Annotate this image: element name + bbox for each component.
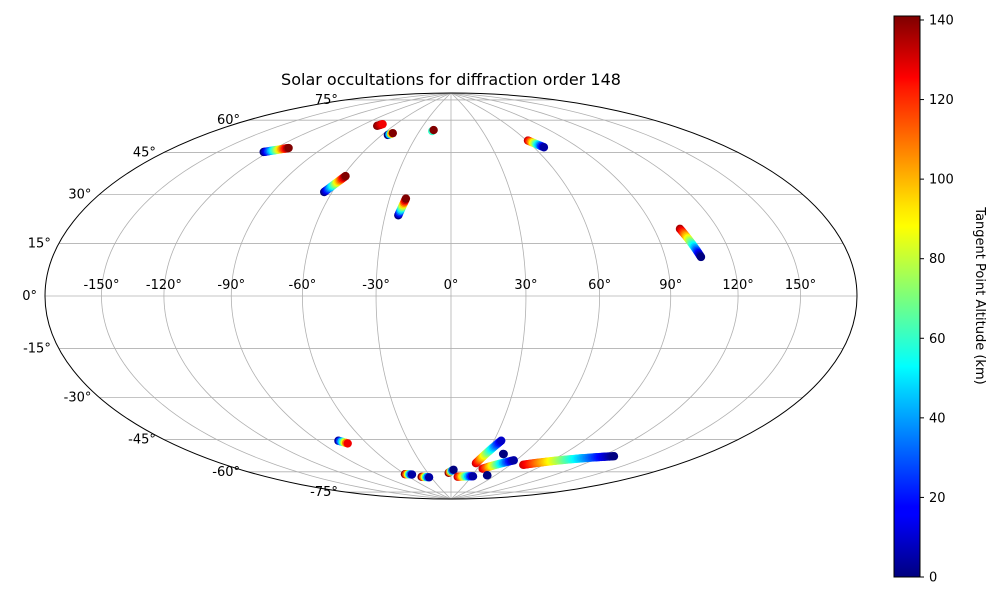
occultation-track: [259, 143, 293, 157]
colorbar-tick-label: 40: [929, 411, 946, 426]
latitude-tick-label: 30°: [68, 188, 91, 203]
latitude-tick-label: -75°: [310, 485, 338, 500]
occultation-point: [388, 128, 397, 138]
occultation-track: [523, 136, 549, 152]
colorbar-tick-label: 140: [929, 13, 954, 28]
colorbar-tick-label: 0: [929, 571, 937, 586]
occultation-track: [394, 194, 411, 220]
occultation-point: [498, 449, 508, 459]
longitude-tick-label: -150°: [83, 278, 119, 293]
longitude-tick-label: 30°: [514, 278, 537, 293]
longitude-tick-label: -120°: [146, 278, 182, 293]
occultation-track: [428, 125, 438, 136]
occultation-track: [400, 469, 417, 479]
colorbar-gradient: [893, 15, 921, 578]
occultation-track: [444, 465, 458, 477]
occultation-point: [497, 436, 506, 445]
meridian-line: [301, 93, 452, 499]
colorbar-tick-label: 80: [929, 252, 946, 267]
occultation-track: [417, 472, 434, 482]
meridian-line: [450, 93, 672, 499]
occultation-point: [539, 143, 549, 152]
occultation-point: [407, 470, 417, 479]
longitude-tick-label: -30°: [362, 278, 390, 293]
occultation-track: [383, 128, 397, 140]
occultation-point: [424, 473, 434, 482]
occultation-track: [320, 171, 350, 197]
map-area: -150° -120° -90° -60° -30° 0° 30° 60° 90° 120° 150…: [22, 92, 858, 500]
latitude-tick-label: 60°: [217, 113, 240, 128]
meridian-line: [450, 93, 527, 499]
longitude-tick-label: -60°: [289, 278, 317, 293]
colorbar-tick-label: 100: [929, 173, 954, 188]
meridian-line: [101, 93, 452, 499]
data-points: [259, 119, 706, 482]
occultation-track: [453, 472, 478, 481]
occultation-track: [675, 224, 706, 262]
colorbar: 0 20 40 60 80 100 120 140 Tangent Point Altitud…: [893, 13, 987, 586]
latitude-tick-label: 15°: [28, 236, 51, 251]
occultation-point: [609, 452, 619, 461]
occultation-track: [334, 436, 352, 448]
latitude-tick-label: -45°: [128, 433, 156, 448]
occultation-point: [284, 143, 293, 153]
latitude-tick-label: 45°: [133, 145, 156, 160]
longitude-tick-label: -90°: [217, 278, 245, 293]
longitude-tick-label: 60°: [588, 278, 611, 293]
colorbar-tick-label: 60: [929, 332, 946, 347]
occultation-track: [519, 452, 619, 470]
latitude-tick-label: 75°: [315, 93, 338, 108]
meridian-line: [163, 93, 452, 499]
latitude-tick-label: 0°: [22, 289, 37, 304]
occultation-point: [482, 471, 492, 480]
occultation-point: [401, 194, 411, 203]
longitude-tick-label: 120°: [722, 278, 753, 293]
occultation-point: [449, 465, 458, 474]
meridian-line: [230, 93, 452, 499]
meridian-line: [450, 93, 601, 499]
occultation-point: [341, 171, 350, 181]
map-boundary: [44, 92, 858, 500]
colorbar-ticks: 0 20 40 60 80 100 120 140: [920, 13, 954, 586]
chart-title: Solar occultations for diffraction order…: [281, 70, 621, 89]
colorbar-tick-label: 120: [929, 93, 954, 108]
longitude-tick-label: 90°: [659, 278, 682, 293]
occultation-track: [471, 436, 506, 468]
occultation-point: [378, 119, 387, 129]
occultation-point: [429, 125, 438, 135]
occultation-track: [373, 119, 387, 130]
latitude-tick-label: -30°: [64, 391, 92, 406]
occultation-point: [468, 472, 478, 481]
latitude-tick-label: -15°: [23, 342, 51, 357]
occultation-track: [482, 471, 492, 480]
latitude-tick-labels: -75° -60° -45° -30° -15° 0° 15° 30° 45° 60° 75°: [22, 93, 338, 500]
occultation-point: [509, 456, 518, 465]
occultation-track: [498, 449, 508, 459]
longitude-tick-labels: -150° -120° -90° -60° -30° 0° 30° 60° 90° 120° 150…: [83, 278, 816, 293]
occultation-point: [343, 439, 352, 448]
colorbar-label: Tangent Point Altitude (km): [972, 206, 987, 384]
longitude-tick-label: 0°: [444, 278, 459, 293]
meridian-line: [450, 93, 801, 499]
meridian-line: [375, 93, 452, 499]
latitude-tick-label: -60°: [212, 465, 240, 480]
longitude-tick-label: 150°: [785, 278, 816, 293]
colorbar-tick-label: 20: [929, 491, 946, 506]
occultation-point: [696, 252, 706, 262]
occultation-track: [478, 456, 518, 473]
